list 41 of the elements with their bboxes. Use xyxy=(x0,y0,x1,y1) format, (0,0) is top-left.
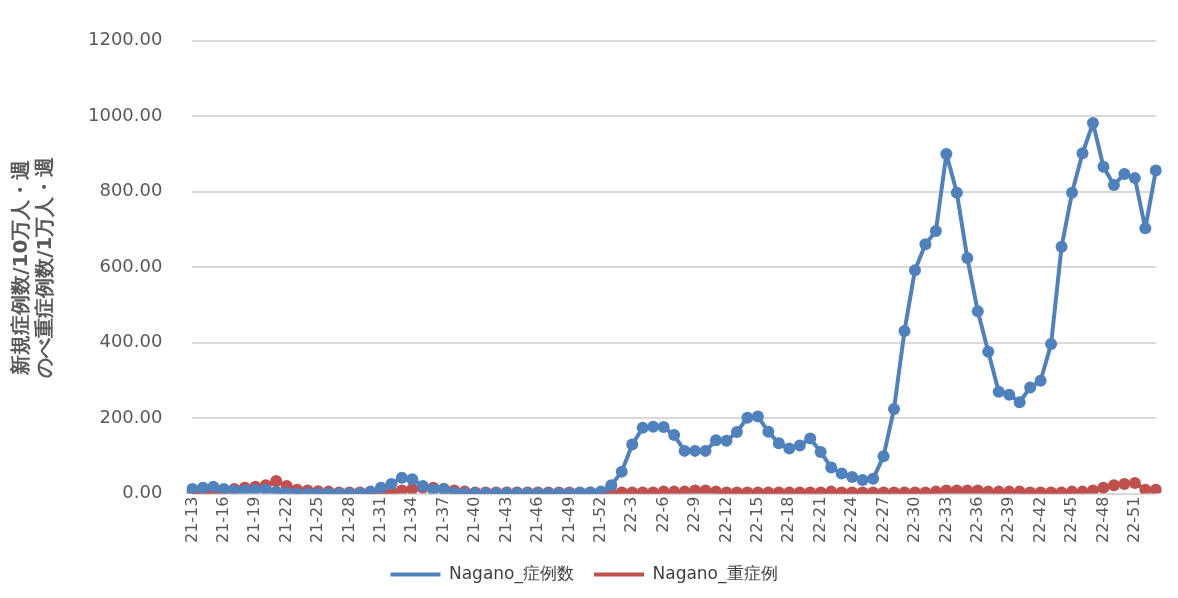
legend-label: Nagano_症例数 xyxy=(448,562,575,584)
x-tick-label: 22-12 xyxy=(715,496,735,544)
x-tick-label: 21-16 xyxy=(213,496,232,544)
y-tick-label: 1000.00 xyxy=(88,103,163,125)
x-tick-label: 22-3 xyxy=(621,496,641,533)
y-tick-label: 200.00 xyxy=(99,405,163,427)
x-tick-label: 21-37 xyxy=(432,496,452,544)
x-tick-label: 22-51 xyxy=(1124,496,1144,544)
x-tick-label: 22-27 xyxy=(872,496,892,544)
y-axis-title: 新規症例数/10万人・週のべ重症例数/1万人・週 xyxy=(8,156,57,378)
x-tick-label: 22-15 xyxy=(747,496,767,544)
y-tick-label: 1200.00 xyxy=(88,28,163,50)
x-tick-label: 22-9 xyxy=(684,496,704,533)
x-tick-label: 22-30 xyxy=(904,496,924,544)
x-tick-label: 21-25 xyxy=(307,496,327,544)
x-tick-label: 21-28 xyxy=(338,496,358,544)
x-tick-label: 22-39 xyxy=(998,496,1018,544)
x-tick-label: 21-13 xyxy=(181,496,201,544)
x-tick-label: 21-31 xyxy=(370,496,390,544)
x-tick-label: 22-21 xyxy=(809,496,829,544)
x-tick-label: 21-40 xyxy=(464,496,484,544)
x-tick-label: 22-6 xyxy=(652,496,672,533)
x-tick-label: 22-36 xyxy=(966,496,986,544)
x-tick-label: 22-33 xyxy=(935,496,955,544)
x-tick-label: 22-18 xyxy=(778,496,798,544)
x-tick-label: 21-43 xyxy=(495,496,515,544)
y-tick-label: 400.00 xyxy=(99,330,163,352)
y-tick-label: 600.00 xyxy=(99,254,163,276)
y-tick-label: 800.00 xyxy=(99,179,163,201)
x-tick-label: 21-19 xyxy=(244,496,264,544)
x-tick-label: 22-48 xyxy=(1092,496,1112,544)
x-tick-label: 21-52 xyxy=(589,496,609,544)
x-tick-label: 21-49 xyxy=(558,496,578,544)
x-tick-label: 22-45 xyxy=(1061,496,1081,544)
x-tick-label: 21-22 xyxy=(275,496,295,544)
x-tick-label: 22-24 xyxy=(841,496,861,544)
y-tick-label: 0.00 xyxy=(122,481,163,503)
legend-label: Nagano_重症例 xyxy=(652,562,778,584)
x-tick-label: 21-34 xyxy=(401,496,421,544)
x-tick-label: 21-46 xyxy=(527,496,547,544)
x-tick-label: 22-42 xyxy=(1029,496,1049,544)
